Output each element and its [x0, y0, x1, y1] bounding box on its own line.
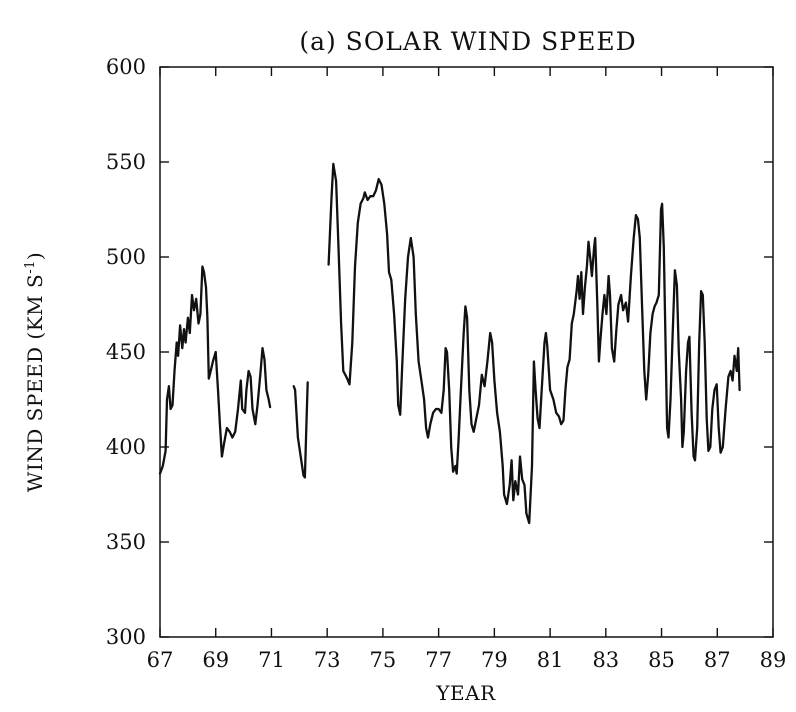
x-tick-label: 79: [481, 648, 508, 672]
y-axis-title-close: ): [23, 252, 47, 260]
x-tick-label: 73: [314, 648, 341, 672]
series-line-segment: [158, 265, 272, 475]
y-tick-label: 500: [106, 245, 146, 269]
x-axis-tick-labels: 67 69 71 73 75 77 79 81 83 85 87 89: [147, 648, 787, 672]
y-tick-label: 300: [106, 625, 146, 649]
y-tick-label: 450: [106, 340, 146, 364]
series-line-segment: [327, 162, 741, 525]
y-tick-label: 600: [106, 55, 146, 79]
x-tick-label: 89: [760, 648, 787, 672]
chart-title: (a) SOLAR WIND SPEED: [299, 27, 636, 56]
y-axis-ticks: [160, 66, 773, 638]
x-tick-label: 83: [592, 648, 619, 672]
y-tick-label: 550: [106, 150, 146, 174]
y-axis-tick-labels: 300 350 400 450 500 550 600: [106, 55, 146, 649]
y-axis-title: WIND SPEED (KM S-1): [23, 252, 47, 492]
x-axis-ticks: [159, 67, 774, 637]
x-tick-label: 85: [648, 648, 675, 672]
x-tick-label: 71: [258, 648, 285, 672]
x-tick-label: 69: [202, 648, 229, 672]
x-tick-label: 81: [537, 648, 564, 672]
x-tick-label: 77: [425, 648, 452, 672]
y-axis-title-main: WIND SPEED (KM S: [23, 274, 47, 492]
y-tick-label: 350: [106, 530, 146, 554]
plot-frame: [159, 66, 774, 638]
y-axis-title-exponent: -1: [23, 260, 38, 274]
wind-speed-series: [158, 162, 741, 525]
x-tick-label: 75: [370, 648, 397, 672]
x-tick-label: 87: [704, 648, 731, 672]
x-tick-label: 67: [147, 648, 174, 672]
x-axis-title: YEAR: [435, 681, 496, 705]
y-tick-label: 400: [106, 435, 146, 459]
series-line-segment: [292, 381, 309, 479]
